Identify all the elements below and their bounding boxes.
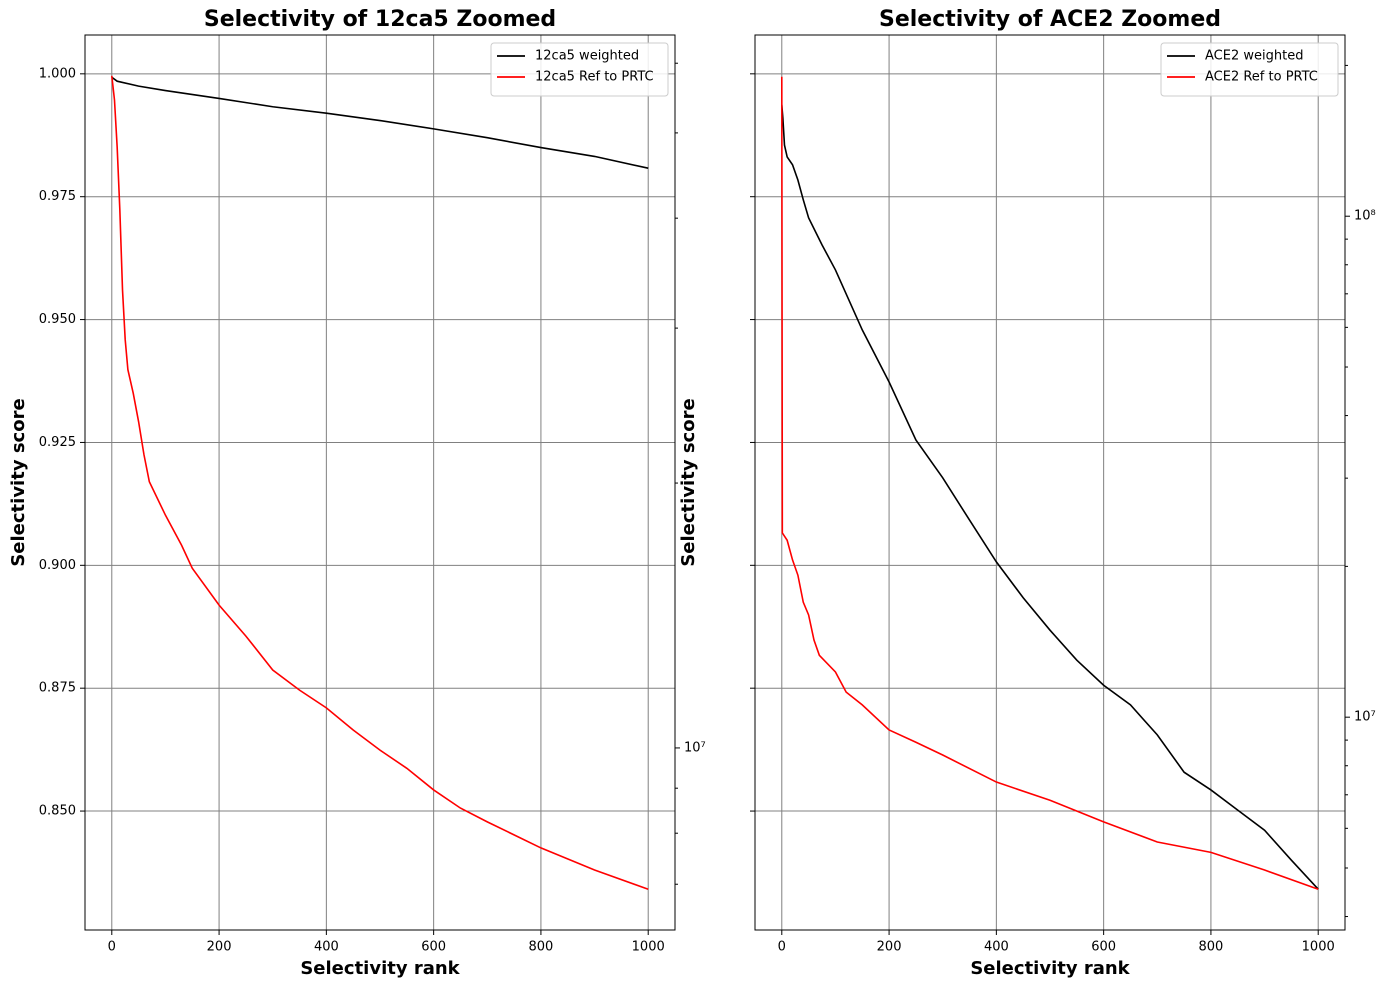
x-axis-label: Selectivity rank <box>300 958 460 979</box>
chart-title: Selectivity of ACE2 Zoomed <box>879 7 1221 32</box>
legend-box <box>1160 42 1339 97</box>
y2-tick-label: 10⁷ <box>684 740 706 755</box>
y2-tick-label: 10⁷ <box>1354 710 1376 725</box>
legend-label: 12ca5 weighted <box>535 49 639 64</box>
data-line <box>780 76 1319 890</box>
data-line <box>110 75 649 890</box>
x-tick-label: 400 <box>314 940 339 955</box>
y-tick-label: 0.900 <box>39 558 76 573</box>
y-tick-label: 0.875 <box>39 681 76 696</box>
data-line <box>780 104 1319 890</box>
plot-frame <box>84 34 676 931</box>
x-tick-label: 0 <box>778 940 786 955</box>
x-tick-label: 0 <box>108 940 116 955</box>
x-tick-label: 600 <box>1091 940 1116 955</box>
legend-box <box>490 42 669 97</box>
x-tick-label: 200 <box>207 940 232 955</box>
chart-title: Selectivity of 12ca5 Zoomed <box>204 7 556 32</box>
y-axis-label: Selectivity score <box>8 398 29 566</box>
legend-label: ACE2 weighted <box>1205 49 1303 64</box>
x-tick-label: 800 <box>1199 940 1224 955</box>
y-tick-label: 1.000 <box>39 66 76 81</box>
y-tick-label: 0.925 <box>39 435 76 450</box>
data-line <box>111 76 649 169</box>
x-tick-label: 200 <box>877 940 902 955</box>
x-tick-label: 400 <box>984 940 1009 955</box>
y-tick-label: 0.850 <box>39 804 76 819</box>
y-tick-label: 0.950 <box>39 312 76 327</box>
y-axis-label: Selectivity score <box>678 398 699 566</box>
x-tick-label: 600 <box>421 940 446 955</box>
x-tick-label: 1000 <box>1302 940 1335 955</box>
x-tick-label: 800 <box>529 940 554 955</box>
y2-tick-label: 10⁸ <box>1354 209 1376 224</box>
y-tick-label: 0.975 <box>39 189 76 204</box>
legend-label: 12ca5 Ref to PRTC <box>535 70 654 85</box>
legend-label: ACE2 Ref to PRTC <box>1205 70 1318 85</box>
plot-frame <box>754 34 1346 931</box>
x-tick-label: 1000 <box>632 940 665 955</box>
x-axis-label: Selectivity rank <box>970 958 1130 979</box>
